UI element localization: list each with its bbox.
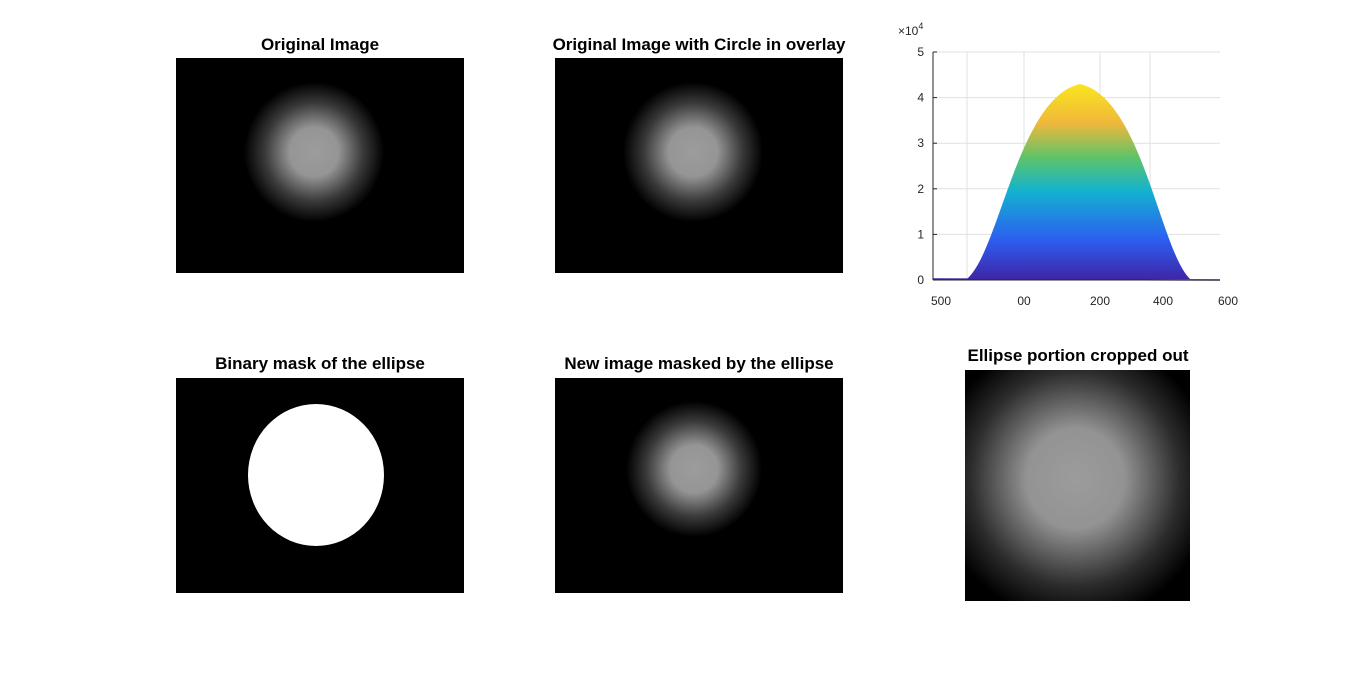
y-tick-label: 0: [917, 273, 924, 287]
multiplier-base: ×10: [898, 24, 919, 38]
multiplier-power: 4: [918, 21, 923, 31]
y-tick-label: 5: [917, 45, 924, 59]
y-tick-label: 1: [917, 227, 924, 241]
blob: [626, 401, 762, 537]
mask: [248, 404, 384, 546]
image: [965, 370, 1190, 601]
x-tick-label: 500: [931, 294, 951, 308]
x-tick-label: 00: [1017, 294, 1031, 308]
blob: [244, 82, 384, 222]
y-tick-label: 3: [917, 136, 924, 150]
panel-title: New image masked by the ellipse: [564, 354, 833, 373]
panel-title: Original Image with Circle in overlay: [553, 35, 846, 54]
panel-title: Original Image: [261, 35, 379, 54]
y-multiplier: ×104: [898, 21, 923, 38]
panel-title: Ellipse portion cropped out: [968, 346, 1189, 365]
x-tick-label: 400: [1153, 294, 1173, 308]
y-tick-label: 2: [917, 182, 924, 196]
surface: [967, 84, 1190, 279]
x-tick-label: 200: [1090, 294, 1110, 308]
panel-title: Binary mask of the ellipse: [215, 354, 425, 373]
blob: [623, 82, 763, 222]
y-tick-label: 4: [917, 91, 924, 105]
x-tick-label: 600: [1218, 294, 1238, 308]
